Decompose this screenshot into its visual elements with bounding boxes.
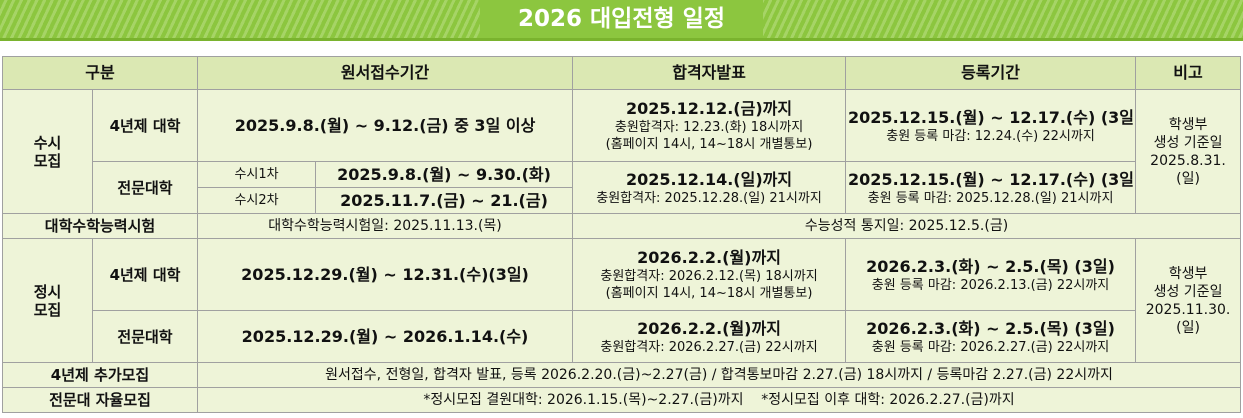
row-label: 4년제 추가모집 xyxy=(1,362,199,388)
cell-line: 학생부 xyxy=(1168,265,1208,282)
schedule-table: 구분 원서접수기간 합격자발표 등록기간 비고 수시 모집 4년제 대학 2025… xyxy=(1,56,1242,413)
cell-line: 2025.12.12.(금)까지 xyxy=(625,99,793,118)
title-bar: 2026 대입전형 일정 xyxy=(0,0,1243,41)
apply-cell: 2025.9.8.(월) ~ 9.30.(화) xyxy=(315,161,574,188)
row-label: 4년제 대학 xyxy=(91,238,199,311)
cell-line: 충원 등록 마감: 12.24.(수) 22시까지 xyxy=(886,128,1095,144)
cell-line: 정시 xyxy=(33,282,62,301)
row-label: 전문대학 xyxy=(91,161,199,214)
group-cell: 수시 모집 xyxy=(2,89,93,214)
autonomous-text: *정시모집 이후 대학: 2026.2.27.(금)까지 xyxy=(761,392,1015,408)
group-cell: 정시 모집 xyxy=(2,238,93,363)
exam-cell: 대학수학능력시험일: 2025.11.13.(목) xyxy=(197,213,574,239)
cell-line: (일) xyxy=(1176,170,1200,187)
header-cell: 비고 xyxy=(1135,56,1242,90)
cell-line: (홈페이지 14시, 14~18시 개별통보) xyxy=(605,286,813,301)
cell-line: 2025.12.15.(월) ~ 12.17.(수) (3일) xyxy=(848,107,1136,127)
row-label: 전문대학 xyxy=(91,310,199,363)
apply-cell: 2025.9.8.(월) ~ 9.12.(금) 중 3일 이상 xyxy=(197,89,574,162)
cell-line: 충원 등록 마감: 2026.2.13.(금) 22시까지 xyxy=(871,277,1110,293)
extra-cell: 원서접수, 전형일, 합격자 발표, 등록 2026.2.20.(금)~2.27… xyxy=(197,362,1242,388)
cell-line: 충원합격자: 12.23.(화) 18시까지 xyxy=(614,120,804,135)
round-name: 수시2차 xyxy=(197,187,317,214)
note-cell: 학생부 생성 기준일 2025.11.30. (일) xyxy=(1135,238,1242,363)
header-cell: 구분 xyxy=(1,56,199,90)
cell-line: 2026.2.2.(월)까지 xyxy=(637,248,781,267)
result-cell: 2025.12.14.(일)까지 충원합격자: 2025.12.28.(일) 21… xyxy=(572,161,847,214)
cell-line: 2025.11.30. xyxy=(1145,301,1231,318)
row-label: 전문대 자율모집 xyxy=(1,387,199,413)
apply-cell: 2025.12.29.(월) ~ 2026.1.14.(수) xyxy=(197,310,574,363)
cell-line: 2025.12.15.(월) ~ 12.17.(수) (3일) xyxy=(848,169,1136,189)
cell-line: (일) xyxy=(1176,319,1200,336)
result-cell: 2026.2.2.(월)까지 충원합격자: 2026.2.27.(금) 22시까지 xyxy=(572,310,847,363)
register-cell: 2026.2.3.(화) ~ 2.5.(목) (3일) 충원 등록 마감: 202… xyxy=(845,238,1137,311)
cell-line: 모집 xyxy=(33,151,62,170)
round-name: 수시1차 xyxy=(197,161,317,188)
cell-line: 충원합격자: 2026.2.27.(금) 22시까지 xyxy=(600,339,818,355)
cell-line: 2026.2.3.(화) ~ 2.5.(목) (3일) xyxy=(866,318,1115,338)
cell-line: 2026.2.3.(화) ~ 2.5.(목) (3일) xyxy=(866,256,1115,276)
cell-line: 충원합격자: 2026.2.12.(목) 18시까지 xyxy=(600,269,818,284)
header-cell: 합격자발표 xyxy=(572,56,847,90)
cell-line: 2025.12.14.(일)까지 xyxy=(625,169,793,189)
note-cell: 학생부 생성 기준일 2025.8.31. (일) xyxy=(1135,89,1242,214)
cell-line: 생성 기준일 xyxy=(1153,283,1223,300)
header-cell: 원서접수기간 xyxy=(197,56,574,90)
cell-line: (홈페이지 14시, 14~18시 개별통보) xyxy=(605,137,813,152)
register-cell: 2026.2.3.(화) ~ 2.5.(목) (3일) 충원 등록 마감: 202… xyxy=(845,310,1137,363)
cell-line: 충원합격자: 2025.12.28.(일) 21시까지 xyxy=(596,190,822,206)
row-label: 4년제 대학 xyxy=(91,89,199,162)
autonomous-cell: *정시모집 결원대학: 2026.1.15.(목)~2.27.(금)까지 *정시… xyxy=(197,387,1242,413)
cell-line: 학생부 xyxy=(1168,116,1208,133)
title: 2026 대입전형 일정 xyxy=(480,0,763,38)
apply-cell: 2025.11.7.(금) ~ 21.(금) xyxy=(315,187,574,214)
apply-cell: 2025.12.29.(월) ~ 12.31.(수)(3일) xyxy=(197,238,574,311)
score-cell: 수능성적 통지일: 2025.12.5.(금) xyxy=(572,213,1242,239)
register-cell: 2025.12.15.(월) ~ 12.17.(수) (3일) 충원 등록 마감:… xyxy=(845,161,1137,214)
header-cell: 등록기간 xyxy=(845,56,1137,90)
row-label: 대학수학능력시험 xyxy=(1,213,199,239)
cell-line: 2025.8.31. xyxy=(1150,152,1226,169)
cell-line: 충원 등록 마감: 2026.2.27.(금) 22시까지 xyxy=(871,339,1110,355)
autonomous-text: *정시모집 결원대학: 2026.1.15.(목)~2.27.(금)까지 xyxy=(423,392,744,408)
register-cell: 2025.12.15.(월) ~ 12.17.(수) (3일) 충원 등록 마감:… xyxy=(845,89,1137,162)
cell-line: 수시 xyxy=(33,133,62,152)
cell-line: 모집 xyxy=(33,300,62,319)
cell-line: 충원 등록 마감: 2025.12.28.(일) 21시까지 xyxy=(867,190,1114,206)
cell-line: 2026.2.2.(월)까지 xyxy=(637,318,781,338)
cell-line: 생성 기준일 xyxy=(1153,134,1223,151)
